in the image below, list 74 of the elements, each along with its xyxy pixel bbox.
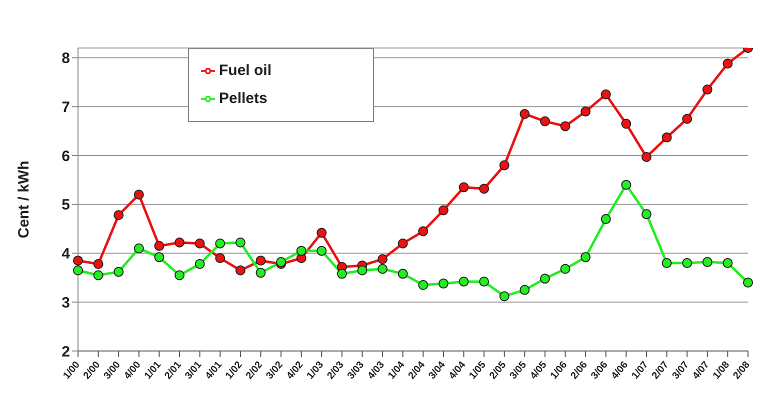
point <box>316 246 327 256</box>
point <box>560 264 570 274</box>
point <box>93 259 104 270</box>
point <box>662 132 672 142</box>
point <box>621 180 632 190</box>
point <box>520 108 530 119</box>
point <box>722 58 733 69</box>
y-tick-label: 5 <box>62 196 70 214</box>
point <box>114 266 124 277</box>
point <box>378 254 388 264</box>
point <box>540 116 550 126</box>
point <box>235 265 246 276</box>
point <box>682 258 692 268</box>
point <box>316 228 327 238</box>
y-tick-label: 7 <box>62 98 70 116</box>
point <box>702 257 712 268</box>
legend-label: Pellets <box>219 90 268 107</box>
point <box>458 276 469 287</box>
point <box>458 182 469 192</box>
point <box>73 256 83 266</box>
point <box>600 89 611 100</box>
point <box>722 258 733 268</box>
point <box>154 240 164 251</box>
point <box>641 209 652 220</box>
point <box>418 226 428 236</box>
point <box>378 264 388 274</box>
point <box>418 280 428 290</box>
point <box>662 258 672 268</box>
point <box>296 246 306 256</box>
y-tick-label: 4 <box>62 246 71 263</box>
point <box>600 214 611 224</box>
point <box>174 270 185 280</box>
y-tick-label: 8 <box>62 50 70 68</box>
point <box>479 184 490 194</box>
point <box>560 121 570 132</box>
point <box>215 238 226 248</box>
point <box>540 274 550 284</box>
point <box>215 253 226 264</box>
point <box>256 268 266 278</box>
y-tick-label: 3 <box>62 294 70 312</box>
point <box>641 152 652 162</box>
point <box>93 270 104 280</box>
x-tick-label: 4/01 <box>204 359 225 382</box>
y-tick-label: 6 <box>62 148 70 165</box>
point <box>357 265 368 276</box>
point <box>621 118 632 129</box>
point <box>174 238 185 248</box>
point <box>398 268 408 279</box>
point <box>438 278 448 289</box>
point <box>134 190 144 200</box>
point <box>682 114 692 124</box>
point <box>398 238 408 248</box>
point <box>73 265 83 276</box>
point <box>499 291 510 302</box>
point <box>580 252 591 262</box>
point <box>702 84 712 95</box>
point <box>154 252 164 262</box>
y-axis-title: Cent / kWh <box>15 160 32 238</box>
y-tick-label: 2 <box>62 343 70 360</box>
point <box>194 238 205 248</box>
point <box>235 238 246 248</box>
point <box>194 259 205 270</box>
point <box>499 160 510 170</box>
point <box>580 106 591 117</box>
point <box>743 278 753 288</box>
legend-label: Fuel oil <box>219 62 272 79</box>
point <box>256 256 266 266</box>
point <box>134 243 144 254</box>
point <box>438 205 448 216</box>
point <box>114 210 124 220</box>
point <box>479 276 490 287</box>
point <box>520 284 530 295</box>
x-tick-label: 4/00 <box>122 359 144 382</box>
point <box>336 268 347 279</box>
